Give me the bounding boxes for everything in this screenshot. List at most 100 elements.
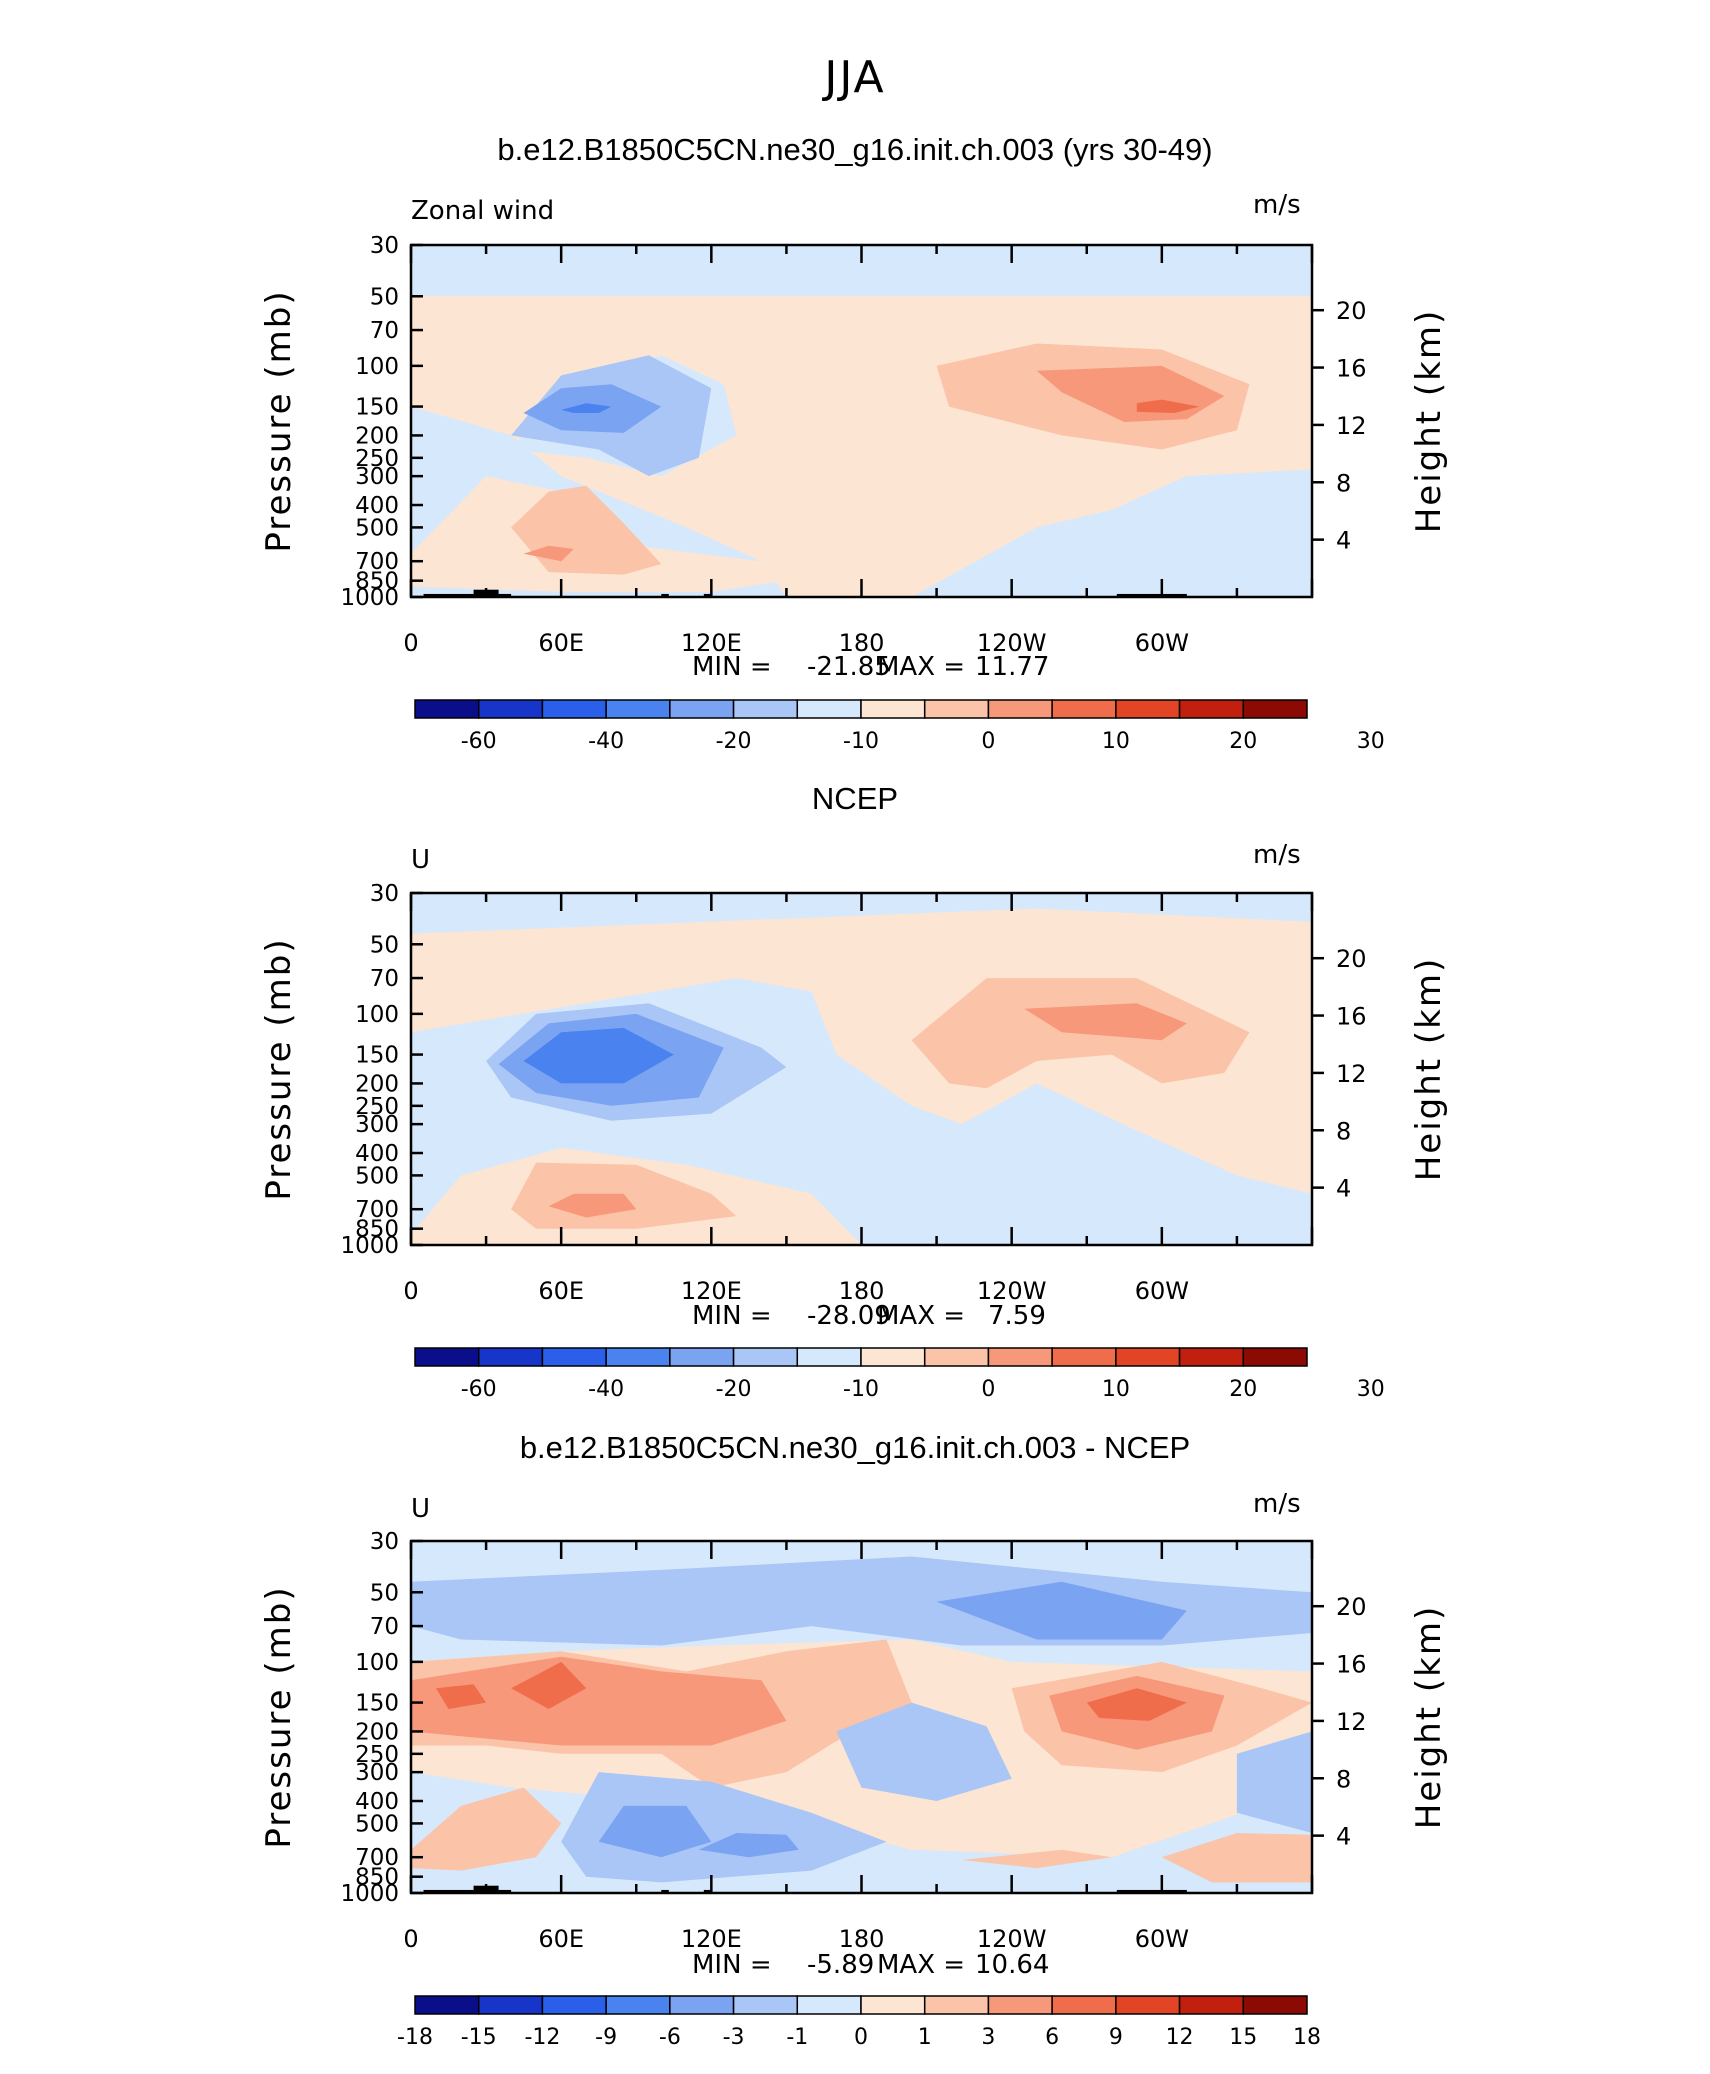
y-tick-label: 250: [355, 1094, 399, 1120]
y-tick-label: 700: [355, 1845, 399, 1871]
colorbar-swatch: [1115, 699, 1181, 719]
colorbar-tick-label: 20: [1229, 1377, 1257, 1402]
panel-1-max-label: MAX =: [877, 652, 966, 682]
colorbar-tick-label: 3: [981, 2025, 995, 2050]
y-axis-title: Pressure (mb): [259, 1585, 299, 1848]
colorbar-tick-label: 30: [1357, 729, 1385, 754]
colorbar-tick-label: 12: [1166, 2025, 1194, 2050]
y-right-tick-label: 4: [1336, 1175, 1351, 1203]
y-tick-label: 30: [370, 1529, 399, 1555]
colorbar-swatch: [477, 1347, 544, 1367]
x-tick-label: 60W: [1135, 629, 1189, 657]
colorbar-tick-label: -40: [588, 729, 624, 754]
y-right-tick-label: 8: [1336, 1117, 1351, 1145]
colorbar-swatch: [923, 699, 990, 719]
x-tick-label: 120E: [681, 629, 742, 657]
panel-3-units: m/s: [1253, 1489, 1301, 1519]
colorbar-swatch: [1242, 699, 1308, 719]
x-tick-label: 180: [839, 1277, 885, 1305]
colorbar-swatch: [732, 1995, 799, 2015]
panel-2-max-label: MAX =: [877, 1301, 966, 1331]
colorbar-tick-label: 9: [1109, 2025, 1123, 2050]
colorbar-swatch: [605, 699, 671, 719]
colorbar-swatch: [1178, 1995, 1245, 2015]
colorbar-tick-label: -60: [461, 1377, 497, 1402]
y-right-tick-label: 8: [1336, 469, 1351, 497]
colorbar-swatch: [1115, 1995, 1181, 2015]
y-tick-label: 300: [355, 1112, 399, 1138]
colorbar-tick-label: -20: [716, 1377, 752, 1402]
colorbar-swatch: [987, 1347, 1053, 1367]
colorbar-tick-label: -40: [588, 1377, 624, 1402]
y-right-tick-label: 20: [1336, 297, 1367, 325]
colorbar-tick-label: -10: [843, 1377, 879, 1402]
contour-region: [411, 1656, 787, 1746]
y-tick-label: 200: [355, 1071, 399, 1097]
y-tick-label: 850: [355, 1217, 399, 1243]
contour-region: [1136, 399, 1200, 413]
colorbar-tick-label: 20: [1229, 729, 1257, 754]
colorbar-swatch: [414, 699, 480, 719]
colorbar-swatch: [732, 1347, 799, 1367]
colorbar-swatch: [796, 699, 862, 719]
x-tick-label: 60E: [538, 1925, 584, 1953]
colorbar-tick-label: 0: [981, 729, 995, 754]
colorbar-swatch: [1242, 1347, 1308, 1367]
x-tick-label: 0: [403, 1925, 418, 1953]
colorbar-swatch: [605, 1347, 671, 1367]
y-tick-label: 50: [370, 284, 399, 310]
colorbar-tick-label: -60: [461, 729, 497, 754]
colorbar-swatch: [541, 699, 607, 719]
topography-mask: [423, 593, 474, 597]
panel-1-title: b.e12.B1850C5CN.ne30_g16.init.ch.003 (yr…: [497, 132, 1213, 167]
panel-2-units: m/s: [1253, 840, 1301, 870]
topography-mask: [423, 1889, 474, 1893]
y-right-tick-label: 12: [1336, 1060, 1367, 1088]
y-tick-label: 50: [370, 1580, 399, 1606]
y-tick-label: 50: [370, 932, 399, 958]
colorbar-tick-label: -3: [723, 2025, 745, 2050]
contour-region: [1024, 1003, 1187, 1041]
y-tick-label: 400: [355, 1141, 399, 1167]
colorbar-swatch: [1051, 699, 1117, 719]
y-right-tick-label: 16: [1336, 1003, 1367, 1031]
y-tick-label: 400: [355, 493, 399, 519]
y-tick-label: 1000: [340, 1233, 399, 1259]
x-tick-label: 120W: [977, 629, 1047, 657]
y-tick-label: 500: [355, 1811, 399, 1837]
colorbar-swatch: [1178, 1347, 1245, 1367]
x-tick-label: 120W: [977, 1925, 1047, 1953]
topography-mask: [498, 593, 512, 597]
y-right-tick-label: 20: [1336, 945, 1367, 973]
y-tick-label: 30: [370, 233, 399, 259]
colorbar-tick-label: -9: [595, 2025, 617, 2050]
y-tick-label: 30: [370, 881, 399, 907]
colorbar-swatch: [669, 699, 735, 719]
y-tick-label: 850: [355, 569, 399, 595]
panel-3-min-label: MIN =: [692, 1950, 772, 1980]
panel-3-colorbar: -18 -15 -12 -9 -6 -3 -1 0 1 3 6 9 12 15 18: [397, 1995, 1321, 2050]
x-tick-label: 120W: [977, 1277, 1047, 1305]
y-tick-label: 100: [355, 354, 399, 380]
colorbar-swatch: [1242, 1995, 1308, 2015]
panel-1-contours: [411, 245, 1312, 597]
colorbar-tick-label: -12: [524, 2025, 560, 2050]
y-right-tick-label: 4: [1336, 527, 1351, 555]
y-right-tick-label: 16: [1336, 1651, 1367, 1679]
colorbar-swatch: [541, 1347, 607, 1367]
panel-1-min-label: MIN =: [692, 652, 772, 682]
colorbar-tick-label: 6: [1045, 2025, 1059, 2050]
panel-2-title: NCEP: [811, 781, 899, 816]
contour-region: [698, 1833, 799, 1858]
colorbar-tick-label: 0: [981, 1377, 995, 1402]
contour-region: [961, 1849, 1112, 1869]
contour-region: [436, 1684, 487, 1709]
contour-region: [598, 1805, 712, 1858]
y-tick-label: 200: [355, 1719, 399, 1745]
colorbar-swatch: [477, 1995, 544, 2015]
colorbar-swatch: [1051, 1347, 1117, 1367]
colorbar-tick-label: -15: [461, 2025, 497, 2050]
panel-1-min-value: -21.85: [807, 652, 891, 682]
y-tick-label: 1000: [340, 1881, 399, 1907]
